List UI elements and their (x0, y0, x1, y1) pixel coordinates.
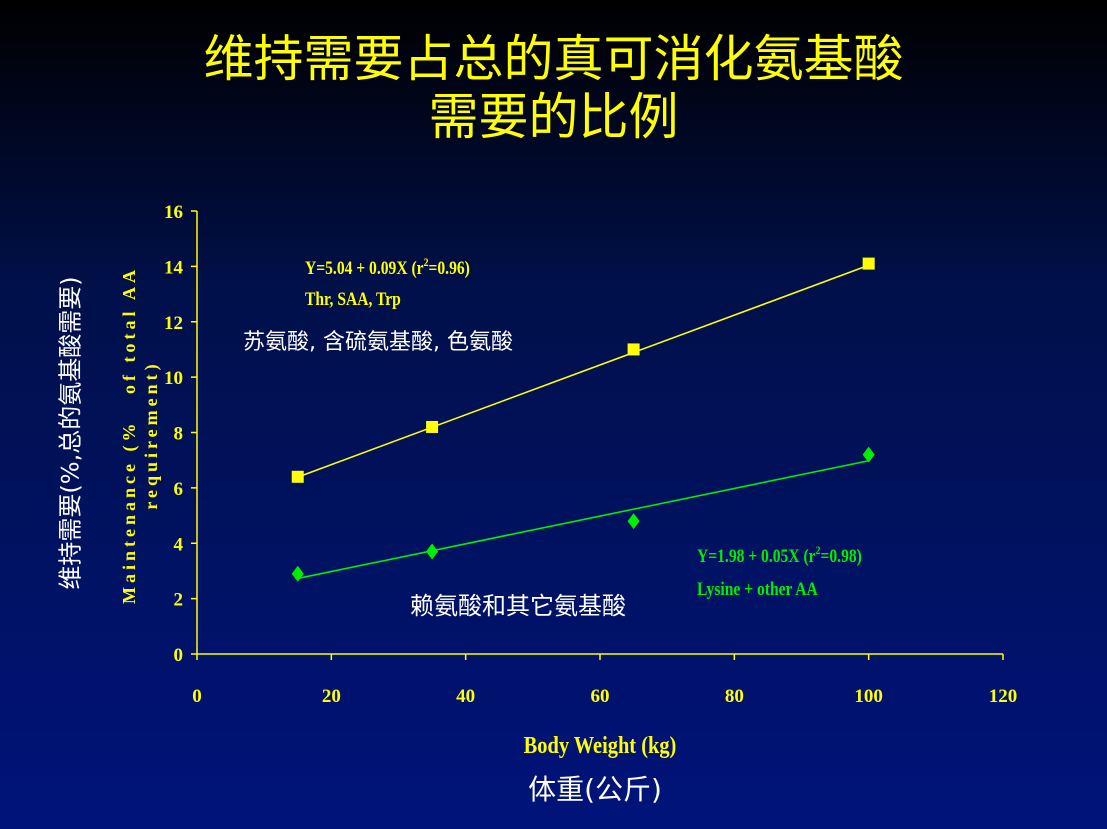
series1-name-chinese: 苏氨酸, 含硫氨基酸, 色氨酸 (243, 330, 513, 355)
y-tick-label: 4 (174, 534, 184, 555)
chart-points (291, 257, 875, 582)
series2-point (291, 565, 304, 582)
series2-point (627, 513, 640, 530)
x-axis-label-english: Body Weight (kg) (523, 733, 677, 759)
x-tick-label: 40 (456, 686, 475, 707)
series1-equation-main: Y=5.04 + 0.09X (r (305, 258, 424, 279)
series1-trendline (297, 264, 869, 478)
series2-equation: Y=1.98 + 0.05X (r2=0.98) (697, 543, 862, 568)
y-tick-label: 0 (174, 645, 184, 666)
title-line-2: 需要的比例 (428, 88, 679, 146)
y-tick-label: 6 (174, 479, 184, 500)
y-tick-label: 2 (174, 590, 184, 611)
x-tick-label: 0 (192, 686, 202, 707)
series2-point (426, 543, 439, 560)
x-tick-label: 100 (854, 686, 883, 707)
series2-name-english: Lysine + other AA (697, 579, 818, 600)
y-tick-label: 8 (174, 424, 184, 445)
y-tick-label: 16 (164, 202, 183, 223)
series1-point (862, 257, 875, 270)
series1-point (426, 420, 439, 433)
series1-point (291, 470, 304, 483)
series2-equation-superscript: 2 (815, 543, 821, 557)
x-tick-label: 120 (989, 686, 1018, 707)
x-tick-label: 60 (591, 686, 610, 707)
chart-ticks: 0 2 4 6 8 10 12 14 16 0 20 40 60 80 100 120 (164, 202, 1017, 707)
series1-equation-r2: =0.96) (428, 258, 470, 279)
series1-name-english: Thr, SAA, Trp (305, 289, 401, 310)
series2-trendline (297, 459, 869, 580)
y-tick-label: 12 (164, 313, 183, 334)
x-tick-label: 20 (322, 686, 341, 707)
x-tick-label: 80 (725, 686, 744, 707)
slide-title: 维持需要占总的真可消化氨基酸 需要的比例 (0, 30, 1107, 146)
x-axis-label-chinese: 体重(公斤) (528, 773, 662, 806)
series1-point (627, 343, 640, 356)
chart-trendlines (297, 264, 869, 580)
series2-equation-r2: =0.98) (820, 546, 862, 567)
series2-name-chinese: 赖氨酸和其它氨基酸 (410, 592, 626, 620)
series2-point (862, 446, 875, 463)
series2-equation-main: Y=1.98 + 0.05X (r (697, 546, 816, 567)
y-tick-label: 14 (164, 257, 184, 278)
series1-equation-superscript: 2 (423, 255, 429, 269)
title-line-1: 维持需要占总的真可消化氨基酸 (203, 30, 904, 88)
series1-equation: Y=5.04 + 0.09X (r2=0.96) (305, 255, 470, 280)
y-tick-label: 10 (164, 368, 183, 389)
